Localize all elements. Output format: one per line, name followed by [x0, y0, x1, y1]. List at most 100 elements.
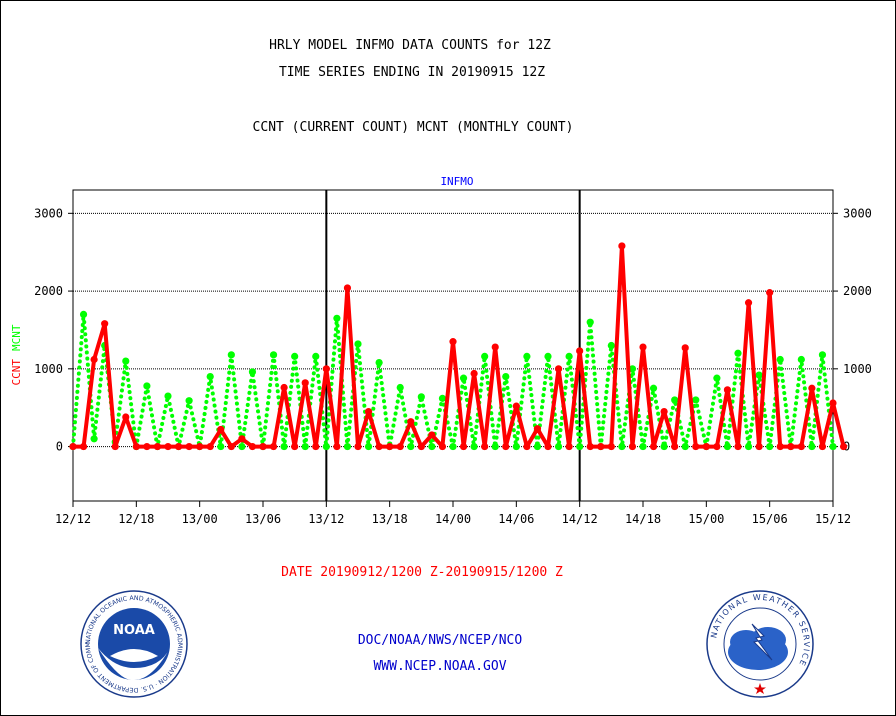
ccnt-series-point	[755, 442, 763, 451]
mcnt-series-point	[143, 382, 151, 390]
ccnt-series-point	[196, 442, 204, 451]
mcnt-series-point	[375, 359, 383, 367]
ccnt-series-point	[248, 442, 257, 451]
mcnt-series-point	[333, 314, 341, 322]
mcnt-series-point	[766, 442, 774, 451]
mcnt-series-point	[417, 393, 425, 401]
mcnt-series-point	[470, 442, 478, 451]
ccnt-series-point	[628, 442, 637, 451]
ccnt-series-point	[174, 442, 183, 451]
noaa-logo-text: NOAA	[113, 623, 155, 638]
ccnt-series-point	[428, 431, 436, 439]
y-tick-label-right: 3000	[843, 206, 872, 220]
ccnt-series-point	[766, 289, 774, 297]
mcnt-series-point	[164, 392, 172, 400]
ccnt-series-point	[544, 442, 552, 451]
ccnt-series-point	[206, 442, 214, 451]
chart-title-line1: HRLY MODEL INFMO DATA COUNTS for 12Z	[269, 38, 551, 53]
ccnt-series-point	[649, 442, 658, 451]
mcnt-series-point	[755, 371, 763, 379]
ccnt-series-point	[681, 344, 689, 352]
ccnt-series-point	[301, 379, 309, 387]
x-tick-label: 13/18	[372, 512, 408, 526]
ccnt-series-point	[90, 355, 98, 364]
ccnt-series-point	[69, 442, 77, 451]
ccnt-series-point	[502, 442, 510, 451]
ccnt-series-point	[438, 442, 447, 451]
ccnt-series-point	[618, 242, 626, 250]
mcnt-series-point	[744, 442, 753, 451]
mcnt-series-point	[449, 442, 457, 451]
chart-subtitle: CCNT (CURRENT COUNT) MCNT (MONTHLY COUNT…	[252, 120, 574, 135]
mcnt-series-point	[818, 351, 827, 359]
ccnt-series-point	[776, 442, 784, 451]
website-link[interactable]: WWW.NCEP.NOAA.GOV	[373, 659, 507, 674]
mcnt-series-point	[280, 442, 288, 451]
mcnt-series-point	[217, 442, 225, 451]
ccnt-series-point	[354, 442, 362, 451]
mcnt-series-point	[502, 373, 510, 381]
noaa-logo: NATIONAL OCEANIC AND ATMOSPHERIC ADMINIS…	[80, 590, 188, 698]
mcnt-series-point	[649, 384, 658, 392]
mcnt-series-point	[607, 341, 615, 350]
mcnt-series-point	[544, 352, 552, 360]
y-tick-label-left: 2000	[34, 284, 63, 298]
date-range-label: DATE 20190912/1200 Z-20190915/1200 Z	[281, 565, 563, 580]
mcnt-series-point	[565, 352, 573, 360]
ccnt-series-point	[660, 407, 668, 416]
x-tick-label: 13/00	[182, 512, 218, 526]
ccnt-series-point	[607, 442, 615, 451]
ccnt-series-point	[639, 343, 647, 351]
ccnt-series-point	[565, 442, 573, 451]
ccnt-series-point	[227, 442, 235, 451]
mcnt-series-point	[269, 351, 278, 359]
mcnt-series-point	[671, 396, 679, 404]
mcnt-series-point	[79, 310, 88, 318]
ccnt-series-point	[364, 407, 373, 416]
mcnt-series-point	[523, 352, 531, 360]
ccnt-series-point	[238, 435, 246, 443]
ccnt-series-point	[396, 442, 404, 451]
mcnt-series-point	[364, 442, 373, 451]
ccnt-series-point	[386, 442, 394, 451]
ccnt-series-point	[523, 442, 531, 451]
ccnt-series-point	[449, 338, 457, 346]
ccnt-series-point	[692, 442, 700, 451]
ccnt-series-point	[459, 442, 468, 451]
ccnt-series-point	[702, 442, 710, 451]
ccnt-series-point	[597, 442, 605, 451]
ccnt-series-point	[153, 442, 162, 451]
mcnt-series-point	[797, 355, 805, 364]
mcnt-series-point	[407, 442, 415, 451]
ccnt-series-point	[671, 442, 679, 451]
ccnt-series-point	[122, 413, 130, 421]
ccnt-series-point	[132, 442, 140, 451]
ccnt-series-point	[143, 442, 151, 451]
mcnt-series-point	[396, 383, 404, 392]
mcnt-series-point	[90, 435, 98, 443]
ccnt-series-point	[407, 418, 415, 426]
y-tick-label-left: 3000	[34, 206, 63, 220]
mcnt-series-point	[438, 394, 447, 402]
ccnt-series-point	[322, 365, 330, 373]
ccnt-series-point	[185, 442, 193, 451]
mcnt-series-point	[829, 442, 837, 451]
ccnt-series-point	[312, 442, 320, 451]
mcnt-series-point	[660, 442, 668, 451]
mcnt-series-point	[322, 442, 330, 451]
y-tick-label-right: 1000	[843, 362, 872, 376]
mcnt-series-point	[776, 355, 784, 364]
mcnt-series-point	[481, 352, 489, 360]
ccnt-series-point	[375, 442, 383, 451]
ccnt-series-point	[734, 442, 742, 451]
mcnt-series-point	[354, 340, 362, 348]
x-tick-label: 15/12	[815, 512, 851, 526]
ccnt-series-point	[713, 442, 721, 451]
mcnt-series-point	[618, 442, 626, 451]
ccnt-series-point	[491, 343, 499, 351]
panel-title: INFMO	[440, 175, 473, 188]
ccnt-series-point	[818, 442, 827, 451]
x-tick-label: 14/18	[625, 512, 661, 526]
ccnt-series-point	[512, 402, 520, 410]
